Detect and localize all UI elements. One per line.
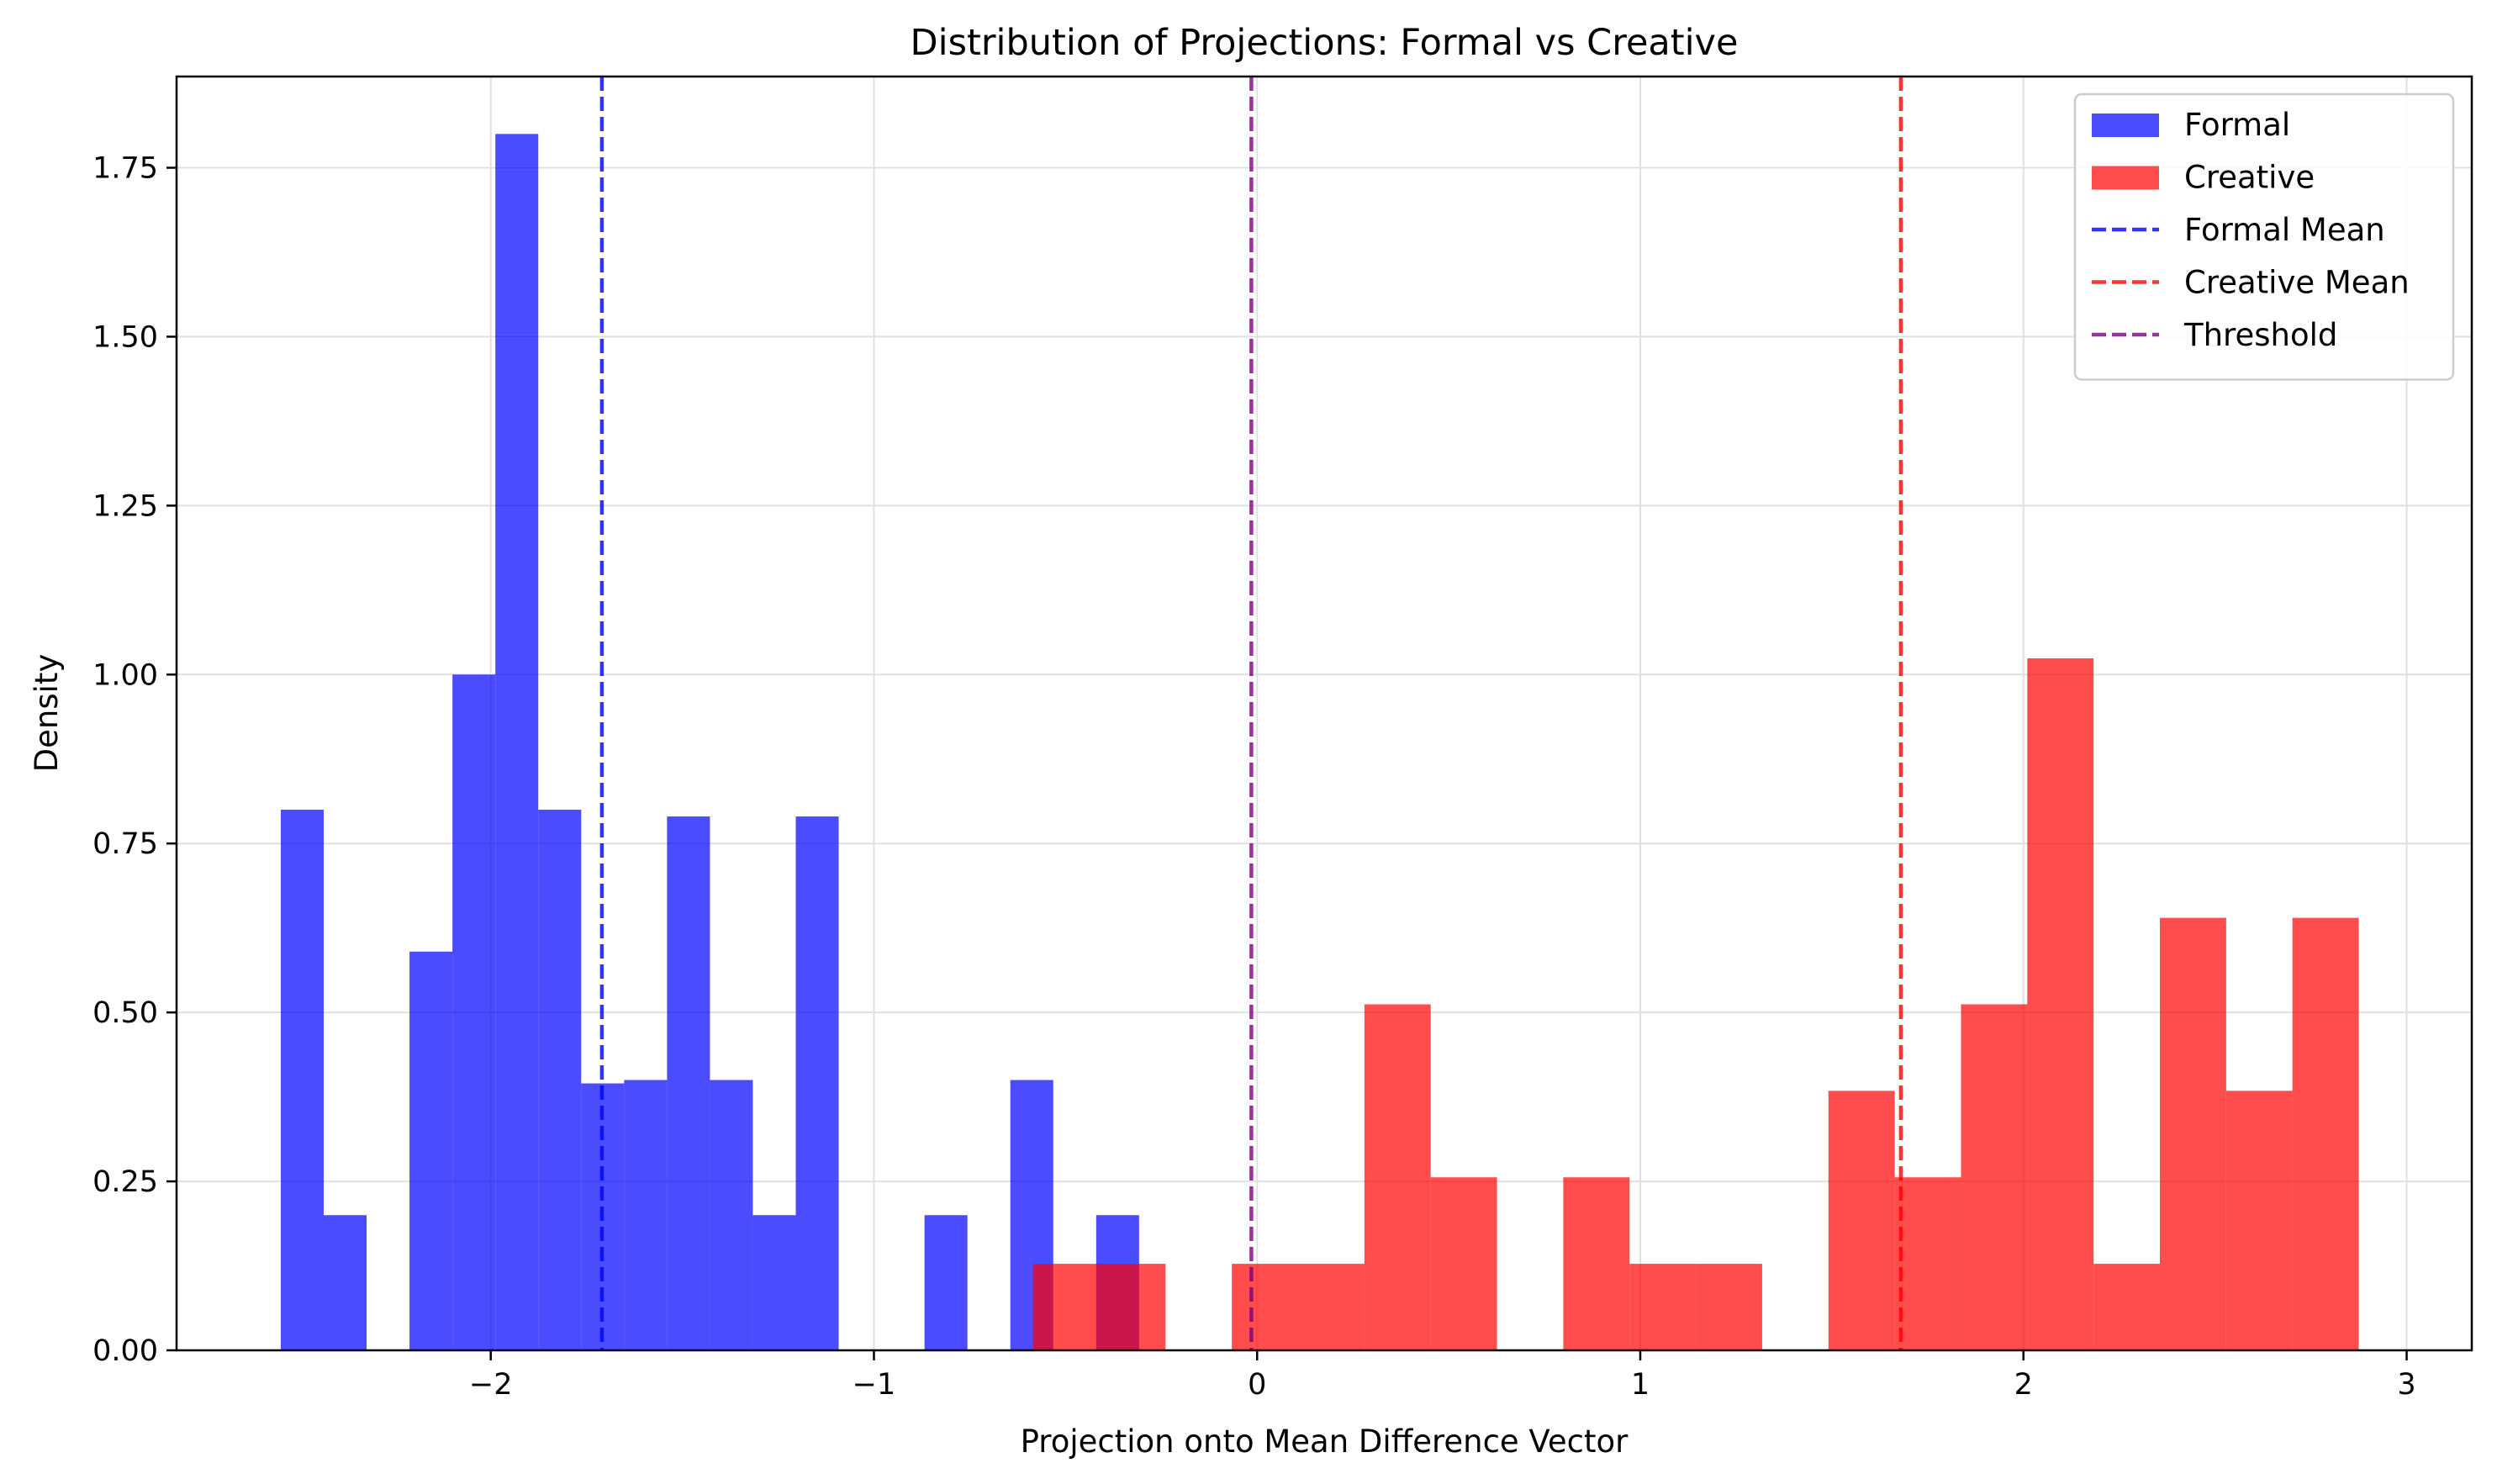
formal-histogram-bar — [409, 951, 453, 1350]
creative-histogram-bar — [1629, 1264, 1697, 1350]
creative-histogram-bar — [1364, 1004, 1431, 1350]
y-tick-label: 1.25 — [92, 489, 158, 523]
creative-histogram-bar — [1828, 1091, 1895, 1350]
creative-histogram-bar — [1099, 1264, 1166, 1350]
creative-histogram-bar — [1430, 1177, 1497, 1350]
y-tick-label: 0.25 — [92, 1165, 158, 1199]
legend-label-formal-mean: Formal Mean — [2184, 212, 2385, 248]
x-tick-label: −1 — [853, 1368, 896, 1402]
chart-title: Distribution of Projections: Formal vs C… — [911, 22, 1739, 64]
creative-histogram-bar — [2225, 1091, 2293, 1350]
formal-histogram-bar — [280, 810, 325, 1350]
creative-histogram-bar — [2160, 917, 2226, 1350]
creative-histogram-bar — [1961, 1004, 2028, 1350]
plot-area-frame — [175, 75, 2473, 1352]
formal-histogram-bar — [667, 816, 710, 1350]
creative-histogram-bar — [1032, 1264, 1100, 1350]
formal-histogram-bar — [710, 1080, 753, 1350]
formal-histogram-bar — [452, 674, 496, 1350]
x-tick-label: 1 — [1631, 1368, 1650, 1402]
legend-swatch-formal — [2092, 114, 2159, 137]
y-tick-label: 1.50 — [92, 320, 158, 354]
legend: Formal Creative Formal Mean Creative Mean Th… — [2073, 92, 2455, 381]
legend-label-formal: Formal — [2184, 107, 2290, 143]
creative-histogram-bar — [1894, 1177, 1961, 1350]
y-tick-label: 0.50 — [92, 996, 158, 1030]
creative-histogram-bar — [1298, 1264, 1365, 1350]
creative-histogram-bar — [1563, 1177, 1630, 1350]
mean-lines-layer — [599, 77, 1903, 1350]
x-tick-label: −2 — [469, 1368, 513, 1402]
legend-box — [2073, 92, 2455, 381]
formal-histogram-bar — [324, 1215, 367, 1350]
formal-histogram-bar — [624, 1080, 668, 1350]
creative-histogram-bar — [2027, 658, 2094, 1350]
formal-histogram-bar — [538, 810, 582, 1350]
y-tick-label: 0.75 — [92, 827, 158, 861]
formal-histogram-bar — [924, 1215, 968, 1350]
y-tick-label: 1.75 — [92, 152, 158, 186]
formal-histogram-bar — [495, 134, 539, 1350]
formal-histogram-bar — [752, 1215, 796, 1350]
creative-histogram-bar — [1232, 1264, 1299, 1350]
legend-label-creative: Creative — [2184, 160, 2315, 196]
x-tick-label: 3 — [2397, 1368, 2415, 1402]
x-tick-label: 2 — [2014, 1368, 2033, 1402]
legend-swatch-creative — [2092, 166, 2159, 190]
ticks-layer: −2 −1 0 1 2 3 0.00 0.25 0.50 0.75 1.00 1.25 1.50 1.75 — [92, 152, 2416, 1402]
x-tick-label: 0 — [1248, 1368, 1266, 1402]
bars-layer — [280, 134, 2359, 1350]
creative-histogram-bar — [2292, 917, 2359, 1350]
y-tick-label: 0.00 — [92, 1334, 158, 1368]
legend-label-creative-mean: Creative Mean — [2184, 265, 2410, 301]
y-tick-label: 1.00 — [92, 658, 158, 692]
legend-label-threshold: Threshold — [2183, 317, 2337, 353]
y-axis-label: Density — [29, 654, 65, 773]
formal-histogram-bar — [795, 816, 839, 1350]
creative-histogram-bar — [1696, 1264, 1762, 1350]
x-axis-label: Projection onto Mean Difference Vector — [1021, 1423, 1629, 1460]
creative-histogram-bar — [2093, 1264, 2161, 1350]
